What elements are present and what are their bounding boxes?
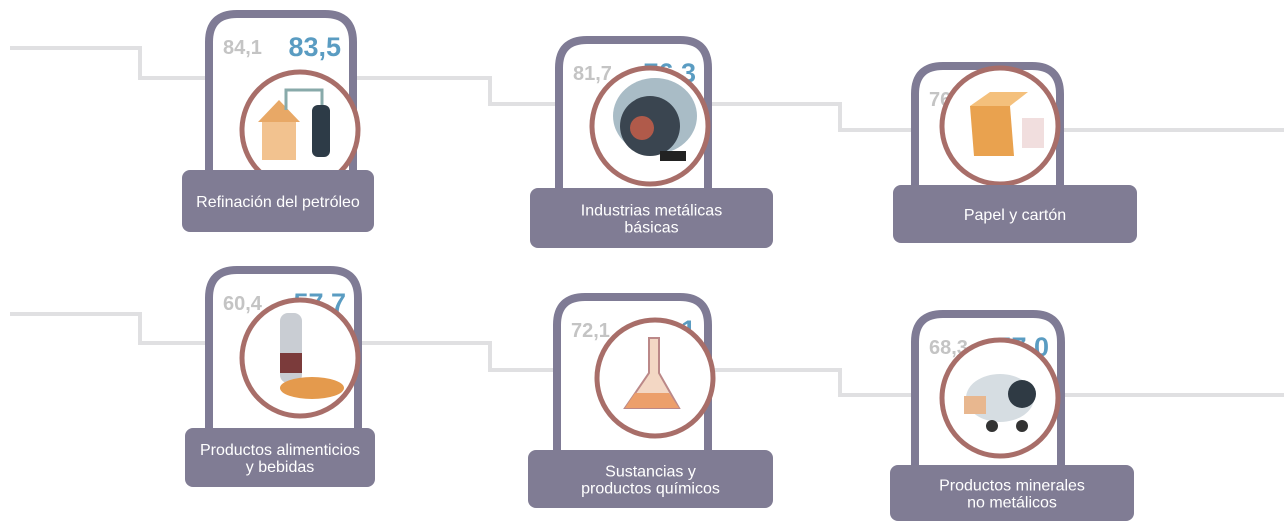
icon [630,116,654,140]
previous-value: 81,7 [573,63,612,85]
current-value: 83,5 [288,32,341,62]
previous-value: 60,4 [223,293,263,315]
label-text: Refinación del petróleo [196,194,360,211]
label-text: Sustancias y [605,464,696,481]
card: 84,1 83,5 Refinación del petróleo [182,14,374,232]
label-text: Productos minerales [939,478,1085,495]
icon [280,377,344,399]
page: 84,1 83,5 Refinación del petróleo 81,776,3I… [0,0,1284,521]
label-text: Industrias metálicas [581,203,722,220]
label-text: productos químicos [581,481,720,498]
label-text: básicas [624,220,678,237]
previous-value: 72,1 [571,320,610,342]
icon [970,106,1014,156]
icon [660,151,686,161]
label-text: Productos alimenticios [200,442,360,459]
card: 76,469,8Papel y cartón [893,66,1137,243]
label-text: Papel y cartón [964,207,1066,224]
label-text: y bebidas [246,459,315,476]
icon [280,353,302,373]
label-text: no metálicos [967,495,1057,512]
icon [1016,420,1028,432]
icon [964,396,986,414]
icon [262,120,296,160]
icon [986,420,998,432]
infographic: 84,1 83,5 Refinación del petróleo 81,776,3I… [0,0,1284,521]
icon [1022,118,1044,148]
icon [1008,380,1036,408]
icon [312,105,330,157]
previous-value: 84,1 [223,37,262,59]
